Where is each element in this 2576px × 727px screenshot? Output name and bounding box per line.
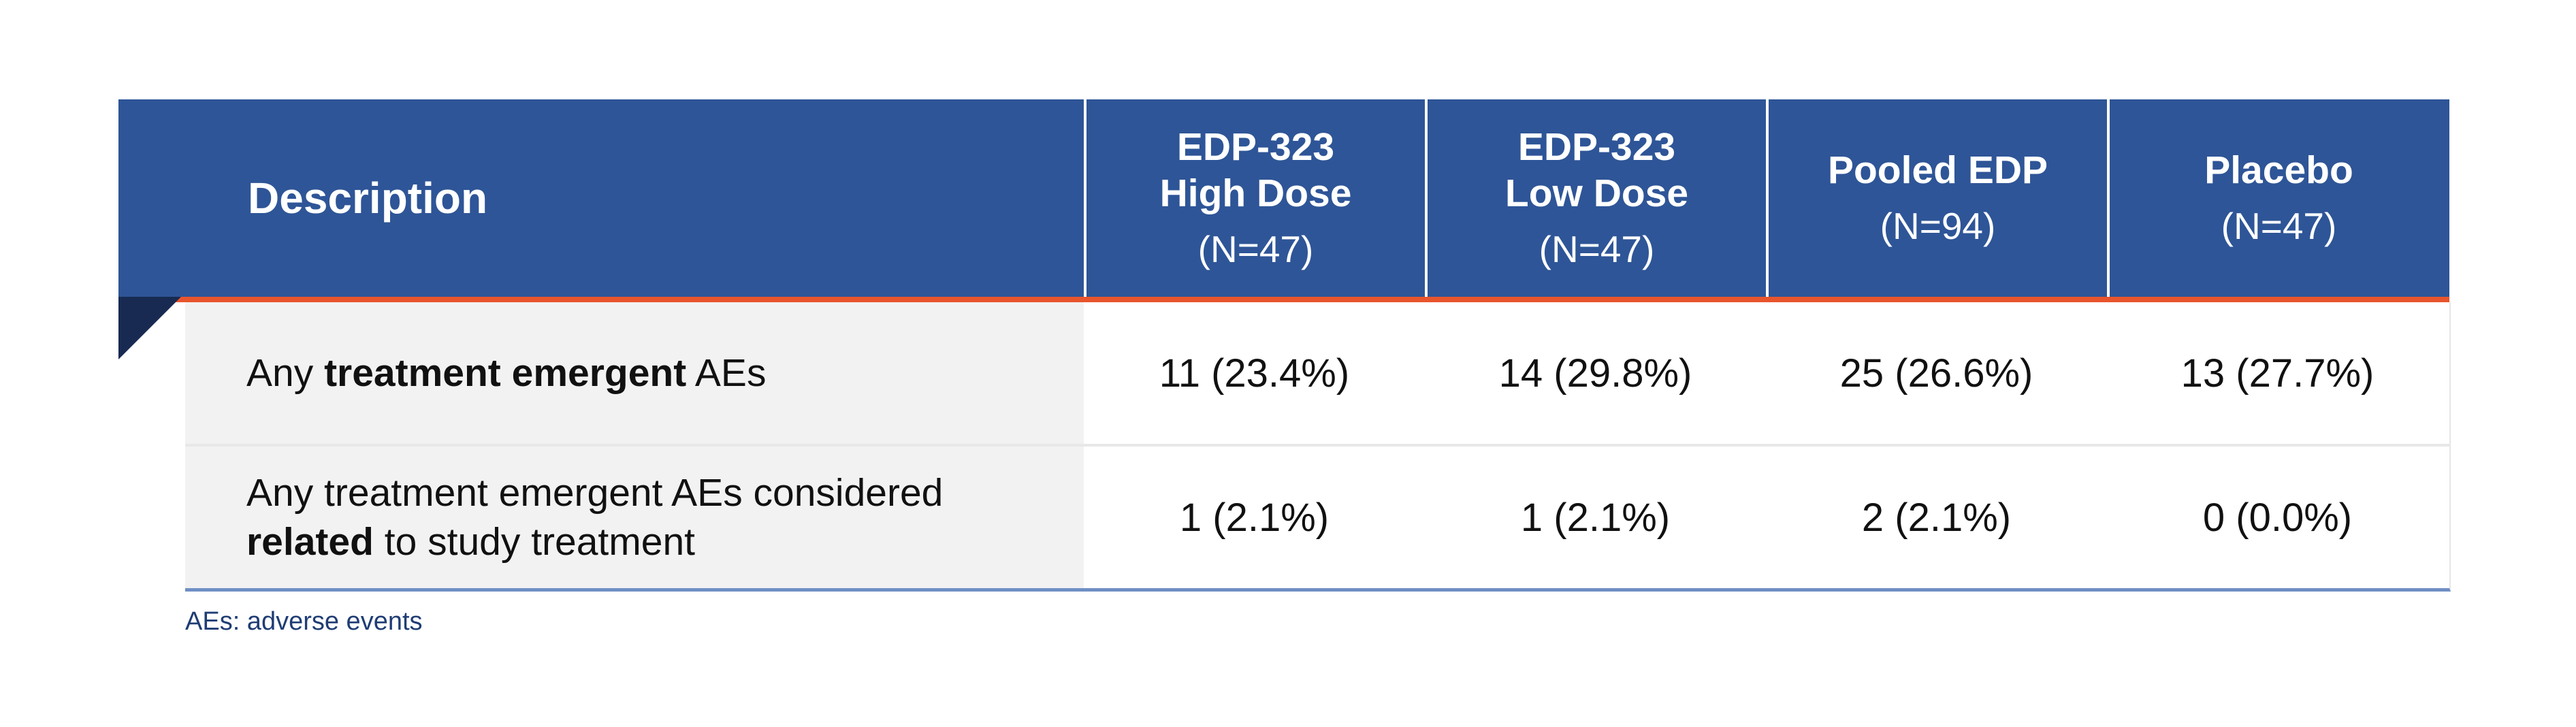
row-description: Any treatment emergent AEs (185, 302, 1084, 444)
table-row: Any treatment emergent AEs considered re… (185, 444, 2449, 588)
header-col-pooled: Pooled EDP (N=94) (1766, 99, 2107, 297)
value-placebo: 13 (27.7%) (2107, 302, 2448, 444)
row-description-text: Any treatment emergent AEs (246, 349, 1084, 398)
header-col-low-dose: EDP-323 Low Dose (N=47) (1425, 99, 1766, 297)
desc-bold: related (246, 520, 374, 564)
header-col-title-line1: EDP-323 (1517, 125, 1676, 169)
header-col-high-dose: EDP-323 High Dose (N=47) (1084, 99, 1425, 297)
row-description-text: related to study treatment (246, 517, 1084, 566)
header-col-title-line1: EDP-323 (1176, 125, 1335, 169)
header-col-n: (N=47) (2221, 205, 2337, 247)
value-low-dose: 1 (2.1%) (1425, 447, 1766, 588)
footnote: AEs: adverse events (185, 607, 423, 636)
value-pooled: 25 (26.6%) (1766, 302, 2107, 444)
row-description: Any treatment emergent AEs considered re… (185, 447, 1084, 588)
value-high-dose: 11 (23.4%) (1084, 302, 1425, 444)
ae-summary-table: Description EDP-323 High Dose (N=47) EDP… (118, 99, 2451, 592)
header-fold-decoration (118, 297, 181, 359)
desc-pre: Any (246, 351, 325, 395)
header-col-placebo: Placebo (N=47) (2107, 99, 2448, 297)
value-low-dose: 14 (29.8%) (1425, 302, 1766, 444)
value-pooled: 2 (2.1%) (1766, 447, 2107, 588)
table-row: Any treatment emergent AEs 11 (23.4%) 14… (185, 302, 2449, 444)
desc-post: to study treatment (373, 520, 695, 564)
desc-bold: treatment emergent (324, 351, 687, 395)
header-col-title-line2: Placebo (2204, 148, 2353, 192)
header-accent-rule (118, 297, 2449, 302)
header-col-title-line2: Low Dose (1504, 172, 1689, 215)
value-high-dose: 1 (2.1%) (1084, 447, 1425, 588)
value-placebo: 0 (0.0%) (2107, 447, 2448, 588)
header-col-title-line2: High Dose (1159, 172, 1352, 215)
table-body: Any treatment emergent AEs 11 (23.4%) 14… (185, 302, 2451, 592)
header-col-title-line2: Pooled EDP (1827, 148, 2048, 192)
header-description: Description (248, 174, 488, 223)
desc-line1: Any treatment emergent AEs considered (246, 471, 944, 515)
header-col-n: (N=47) (1539, 228, 1655, 270)
desc-post: AEs (686, 351, 767, 395)
header-col-n: (N=94) (1880, 205, 1996, 247)
header-col-n: (N=47) (1197, 228, 1314, 270)
table-header: Description EDP-323 High Dose (N=47) EDP… (118, 99, 2449, 297)
